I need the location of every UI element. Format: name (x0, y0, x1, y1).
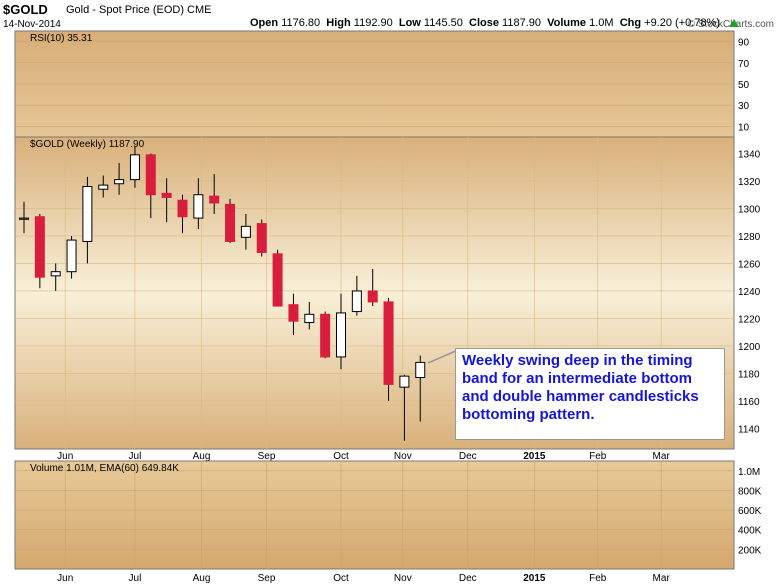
volume-panel: 1.0M 800K 600K 400K 200K Jun Jul Aug Sep Oct Nov D… (14, 460, 762, 584)
symbol-title: $GOLD (3, 2, 48, 17)
x-axis-label: Sep (258, 451, 276, 462)
price-legend: $GOLD (Weekly) 1187.90 (30, 139, 145, 150)
x-axis-label: Oct (333, 451, 349, 462)
candle-body (351, 290, 362, 313)
price-y-tick-label: 1280 (738, 232, 761, 243)
candle-body (34, 216, 45, 278)
price-y-tick-label: 1340 (738, 149, 761, 160)
x-axis-label-bottom: Jul (129, 573, 142, 584)
chart-date: 14-Nov-2014 (3, 19, 61, 30)
volume-y-tick-label: 1.0M (738, 467, 760, 478)
chg-label: Chg (619, 17, 642, 29)
volume-y-tick-label: 400K (738, 526, 762, 537)
x-axis-label: Dec (459, 451, 477, 462)
price-y-tick-label: 1300 (738, 204, 761, 215)
candle-body (240, 225, 251, 238)
candle-body (193, 194, 204, 219)
open-value: 1176.80 (281, 17, 321, 29)
volume-value: 1.0M (589, 17, 614, 29)
rsi-y-tick-label: 70 (738, 59, 750, 70)
x-axis-label: Jul (129, 451, 142, 462)
candle-body (209, 195, 220, 204)
x-axis-label-bottom: Nov (394, 573, 412, 584)
rsi-y-tick-label: 30 (738, 101, 750, 112)
x-axis-label-bottom: Aug (193, 573, 211, 584)
candle-body (19, 217, 29, 220)
price-y-tick-label: 1140 (738, 424, 760, 435)
x-axis-label-bottom: 2015 (523, 573, 546, 584)
rsi-y-tick-label: 10 (738, 122, 750, 133)
candle-body (367, 290, 378, 303)
rsi-y-tick-label: 90 (738, 38, 750, 49)
price-y-tick-label: 1260 (738, 259, 761, 270)
candle-body (114, 179, 125, 185)
low-value: 1145.50 (423, 17, 463, 29)
rsi-y-tick-label: 50 (738, 80, 750, 91)
x-axis-label-bottom: Mar (653, 573, 671, 584)
candle-body (336, 312, 346, 358)
candle-body (225, 203, 236, 242)
volume-y-tick-label: 800K (738, 486, 762, 497)
price-y-tick-label: 1320 (738, 177, 761, 188)
candle-body (272, 253, 283, 307)
candle-body (161, 192, 172, 198)
x-axis-label-bottom: Jun (57, 573, 73, 584)
volume-y-tick-label: 200K (738, 545, 762, 556)
symbol-description: Gold - Spot Price (EOD) CME (66, 4, 212, 16)
low-label: Low (398, 17, 421, 29)
rsi-panel: 10 30 50 70 90 RSI(10) 35.31 (14, 30, 750, 138)
up-arrow-icon (729, 19, 739, 27)
price-y-tick-label: 1220 (738, 314, 761, 325)
price-y-tick-label: 1240 (738, 287, 761, 298)
annotation-pointer (427, 349, 459, 364)
x-axis-label: Aug (193, 451, 211, 462)
close-value: 1187.90 (502, 17, 541, 29)
annotation-callout: Weekly swing deep in the timing band for… (455, 348, 725, 440)
candle-body (383, 301, 394, 385)
x-axis-label: Nov (394, 451, 412, 462)
price-y-tick-label: 1200 (738, 342, 761, 353)
x-axis-label-bottom: Dec (459, 573, 477, 584)
candle-body (66, 239, 77, 273)
rsi-legend: RSI(10) 35.31 (30, 33, 93, 44)
x-axis-label: Feb (589, 451, 607, 462)
candle-body (304, 313, 315, 324)
open-label: Open (250, 17, 279, 29)
candle-body (145, 154, 156, 196)
candle-body (82, 185, 93, 242)
chg-value: +9.20 (+0.78%) (644, 17, 720, 29)
candle-body (415, 361, 426, 379)
volume-panel-bg (14, 460, 735, 570)
candle-body (129, 154, 140, 181)
high-value: 1192.90 (353, 17, 393, 29)
candle-body (399, 375, 410, 388)
x-axis-label-bottom: Feb (589, 573, 607, 584)
price-y-tick-label: 1160 (738, 397, 760, 408)
candle-body (320, 313, 331, 358)
x-axis-label-bottom: Oct (333, 573, 349, 584)
x-axis-label: Mar (653, 451, 671, 462)
x-axis-label: 2015 (523, 451, 546, 462)
candle-body (256, 223, 267, 253)
volume-label: Volume (547, 17, 587, 29)
candle-body (288, 304, 299, 322)
volume-legend: Volume 1.01M, EMA(60) 649.84K (30, 463, 179, 474)
high-label: High (326, 17, 351, 29)
candle-body (98, 184, 109, 190)
x-axis-label-bottom: Sep (258, 573, 276, 584)
candle-body (177, 199, 188, 218)
x-axis-label: Jun (57, 451, 73, 462)
price-y-tick-label: 1180 (738, 369, 760, 380)
close-label: Close (469, 17, 499, 29)
volume-y-tick-label: 600K (738, 506, 762, 517)
candle-body (50, 271, 61, 277)
ohlc-summary: Open 1176.80 High 1192.90 Low 1145.50 Cl… (250, 17, 720, 29)
